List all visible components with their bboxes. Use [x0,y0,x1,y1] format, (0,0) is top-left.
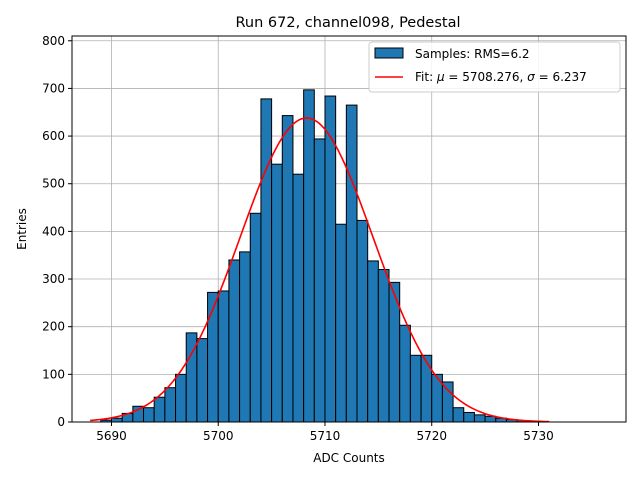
histogram-bar [153,396,166,423]
histogram-bar [260,98,273,423]
histogram-bar [377,269,390,423]
x-axis-label: ADC Counts [313,451,385,465]
histogram-bar [441,381,454,423]
y-axis-ticks: 0 100 200 300 400 500 600 700 800 [42,34,72,429]
fit-curve [90,117,550,423]
legend-label-samples: Samples: RMS=6.2 [415,47,530,61]
histogram-bar [484,415,497,423]
histogram-bar [473,414,486,423]
histogram-bar [345,104,358,423]
histogram-bar [175,373,187,423]
histogram-bar [409,354,422,423]
histogram-bar [228,259,241,423]
histogram-bar [399,324,411,423]
x-tick-label: 5710 [310,429,341,443]
legend-label-fit: Fit: μ = 5708.276, σ = 6.237 [415,70,587,84]
histogram-bar [239,251,251,423]
legend-box [368,41,621,93]
histogram-bar [164,387,177,423]
histogram-bar [292,173,305,423]
histogram-bar [335,223,347,423]
plot-frame [71,35,627,423]
histogram-bar [313,138,326,423]
x-axis-ticks: 5690 5700 5710 5720 5730 [96,422,554,443]
histogram-bar [217,290,230,423]
histogram-bar [463,411,475,423]
histogram-bar [452,407,465,423]
y-tick-label: 200 [42,320,65,334]
x-tick-label: 5700 [203,429,234,443]
y-tick-label: 600 [42,129,65,143]
histogram-bar [420,354,433,423]
y-tick-label: 800 [42,34,65,48]
legend: Samples: RMS=6.2 Fit: μ = 5708.276, σ = … [368,41,621,93]
histogram-bar [356,219,369,423]
histogram-bar [367,260,379,423]
y-tick-label: 400 [42,224,65,238]
histogram-bars [100,89,539,423]
histogram-bar [303,89,315,423]
histogram-bar [110,417,123,423]
y-tick-label: 700 [42,81,65,95]
histogram-bar [281,115,294,423]
histogram-bar [207,291,219,423]
chart-title: Run 672, channel098, Pedestal [235,15,460,31]
histogram-bar [271,163,283,423]
x-tick-label: 5690 [96,429,127,443]
y-tick-label: 0 [57,415,65,429]
x-tick-label: 5730 [523,429,554,443]
y-axis-label: Entries [15,208,29,250]
histogram-bar [143,407,155,423]
legend-swatch-samples [374,47,404,59]
x-tick-label: 5720 [416,429,447,443]
y-tick-label: 100 [42,367,65,381]
y-tick-label: 500 [42,177,65,191]
y-tick-label: 300 [42,272,65,286]
histogram-bar [324,95,337,423]
histogram-bar [132,405,145,423]
histogram-bar [196,338,209,423]
histogram-bar [249,212,262,423]
